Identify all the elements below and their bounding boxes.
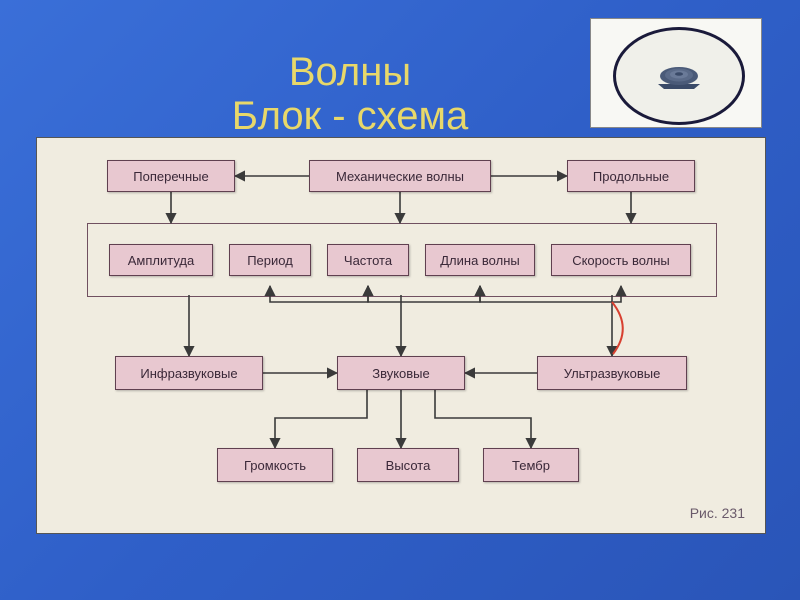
edge xyxy=(270,286,368,302)
annotation-curve xyxy=(612,302,623,354)
edge xyxy=(275,390,367,448)
node-zvukovye: Звуковые xyxy=(337,356,465,390)
slide-title: Волны Блок - схема xyxy=(160,50,540,138)
corner-illustration xyxy=(590,18,762,128)
node-gromkost: Громкость xyxy=(217,448,333,482)
edge xyxy=(480,286,621,302)
node-chastota: Частота xyxy=(327,244,409,276)
title-line-1: Волны xyxy=(289,50,411,94)
node-tembr: Тембр xyxy=(483,448,579,482)
node-amplituda: Амплитуда xyxy=(109,244,213,276)
node-vysota: Высота xyxy=(357,448,459,482)
node-poperechnye: Поперечные xyxy=(107,160,235,192)
figure-caption: Рис. 231 xyxy=(690,505,745,521)
disc-icon xyxy=(654,62,704,90)
title-line-2: Блок - схема xyxy=(232,94,468,138)
block-diagram: Поперечные Механические волны Продольные Ам… xyxy=(36,137,766,534)
node-dlinavolny: Длина волны xyxy=(425,244,535,276)
node-infrazvuk: Инфразвуковые xyxy=(115,356,263,390)
node-ultrazvuk: Ультразвуковые xyxy=(537,356,687,390)
ellipse-frame xyxy=(613,27,745,125)
node-skorost: Скорость волны xyxy=(551,244,691,276)
slide: Волны Блок - схема Поперечные Механически… xyxy=(0,0,800,600)
edge xyxy=(435,390,531,448)
edge xyxy=(368,286,480,302)
node-prodolnye: Продольные xyxy=(567,160,695,192)
node-mekhvolny: Механические волны xyxy=(309,160,491,192)
node-period: Период xyxy=(229,244,311,276)
